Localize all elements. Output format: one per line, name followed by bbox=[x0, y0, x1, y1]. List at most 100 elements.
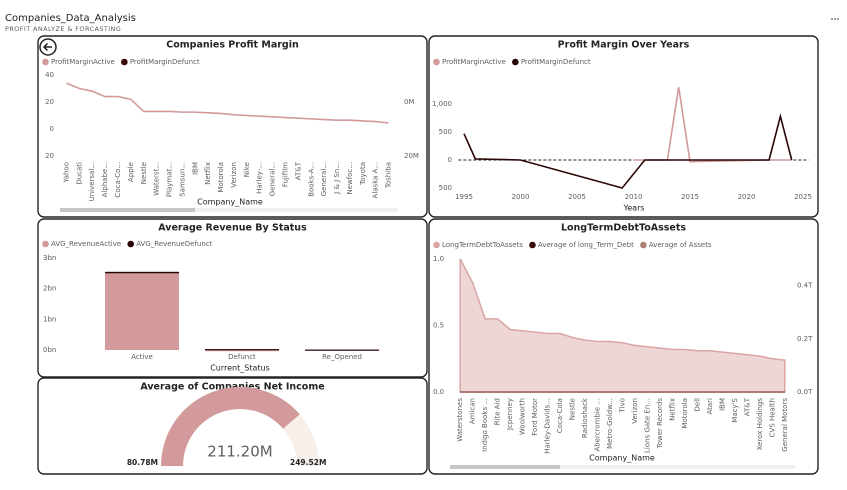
y-tick-label: 2bn bbox=[43, 285, 56, 293]
legend-marker bbox=[42, 58, 49, 66]
x-tick-label: Nestle bbox=[140, 162, 148, 184]
scrollbar-thumb[interactable] bbox=[60, 208, 195, 212]
x-tick-label: Waterstones bbox=[456, 398, 464, 442]
gauge-value: 211.20M bbox=[207, 443, 272, 461]
gauge-fill bbox=[161, 387, 300, 466]
x-tick-label: Playmat... bbox=[166, 162, 174, 197]
chart-title: LongTermDebtToAssets bbox=[561, 223, 686, 234]
x-tick-label: General Motors bbox=[781, 398, 789, 452]
x-tick-label: Defunct bbox=[228, 353, 256, 361]
y-tick-label: 0.0 bbox=[433, 388, 444, 396]
y-tick-label: 1bn bbox=[43, 315, 56, 323]
x-tick-label: Toshiba bbox=[385, 162, 393, 189]
x-tick-label: Ducati bbox=[75, 162, 83, 185]
chart-title: Average Revenue By Status bbox=[158, 223, 307, 234]
x-tick-label: Fujifilm bbox=[281, 162, 289, 187]
x-tick-label: Active bbox=[131, 353, 153, 361]
y2-tick-label: 0.2T bbox=[797, 335, 813, 343]
x-tick-label: Jcpenney bbox=[506, 398, 514, 431]
x-tick-label: CVS Health bbox=[768, 398, 776, 437]
bar bbox=[205, 350, 279, 352]
y-tick-label: 20 bbox=[45, 152, 54, 160]
y2-tick-label: 0M bbox=[404, 98, 415, 106]
x-tick-label: Amican bbox=[469, 398, 477, 424]
x-tick-label: Alaska A... bbox=[372, 162, 380, 198]
x-tick-label: Tivo bbox=[619, 398, 627, 413]
y-tick-label: 3bn bbox=[43, 254, 56, 262]
x-tick-label: 1995 bbox=[455, 193, 473, 201]
legend-marker bbox=[121, 58, 128, 66]
y-tick-label: 1.0 bbox=[433, 255, 444, 263]
x-tick-label: Yahoo bbox=[62, 162, 70, 184]
panel bbox=[428, 218, 819, 475]
x-tick-label: Re_Opened bbox=[322, 353, 362, 361]
x-tick-label: Rite Aid bbox=[494, 398, 502, 425]
x-tick-label: General... bbox=[320, 162, 328, 196]
legend-label: Average of long_Term_Debt bbox=[538, 241, 634, 249]
x-tick-label: Universal... bbox=[88, 162, 96, 201]
more-options[interactable] bbox=[831, 18, 839, 20]
y-tick-label: 1,000 bbox=[432, 100, 452, 108]
legend-label: ProfitMarginActive bbox=[51, 58, 115, 66]
x-tick-label: Alphabe... bbox=[101, 162, 109, 197]
y2-tick-label: 0.4T bbox=[797, 282, 813, 290]
y-tick-label: 500 bbox=[439, 128, 452, 136]
panel bbox=[37, 377, 428, 475]
dot bbox=[831, 18, 833, 20]
x-tick-label: Verizon bbox=[631, 398, 639, 424]
scrollbar-thumb[interactable] bbox=[450, 465, 560, 469]
x-tick-label: Indigo Books ... bbox=[481, 398, 489, 452]
line bbox=[463, 113, 793, 189]
bar bbox=[105, 273, 179, 350]
x-tick-label: Radioshack bbox=[581, 397, 589, 438]
x-tick-label: Dell bbox=[693, 398, 701, 412]
legend-marker bbox=[433, 241, 440, 249]
chart-title: Companies Profit Margin bbox=[166, 40, 299, 51]
legend-marker bbox=[42, 240, 49, 248]
line bbox=[66, 82, 389, 124]
x-tick-label: Coca-Cola bbox=[556, 398, 564, 433]
x-tick-label: J & J Sn... bbox=[333, 162, 341, 195]
dot bbox=[837, 18, 839, 20]
x-tick-label: Books-A... bbox=[307, 162, 315, 197]
panel bbox=[428, 35, 819, 218]
x-tick-label: IBM bbox=[718, 398, 726, 411]
x-tick-label: Tower Records bbox=[656, 398, 664, 450]
x-tick-label: Motorola bbox=[217, 162, 225, 193]
y-tick-label: 40 bbox=[45, 71, 54, 79]
x-tick-label: Xerox Holdings bbox=[756, 398, 764, 451]
gauge-min-label: 80.78M bbox=[127, 458, 158, 467]
report-subtitle: PROFIT ANALYZE & FORCASTING bbox=[5, 25, 121, 33]
x-tick-label: Netflix bbox=[204, 162, 212, 185]
x-tick-label: Atari bbox=[706, 398, 714, 415]
x-tick-label: 2005 bbox=[568, 193, 586, 201]
x-tick-label: General... bbox=[269, 162, 277, 196]
y2-tick-label: 0.0T bbox=[797, 388, 813, 396]
chart-title: Average of Companies Net Income bbox=[140, 382, 324, 393]
y-tick-label: 0bn bbox=[43, 346, 56, 354]
legend-label: AVG_RevenueActive bbox=[51, 240, 121, 248]
x-tick-label: Metro-Goldw... bbox=[606, 398, 614, 449]
x-tick-label: 2020 bbox=[738, 193, 756, 201]
x-tick-label: Woolworth bbox=[519, 398, 527, 435]
x-tick-label: Coca-Co... bbox=[114, 162, 122, 198]
x-tick-label: Nike bbox=[243, 162, 251, 177]
bar bbox=[105, 271, 179, 274]
x-tick-label: AT&T bbox=[743, 397, 751, 416]
x-tick-label: Harley-Davids... bbox=[544, 398, 552, 454]
x-tick-label: Abercrombie ... bbox=[594, 398, 602, 452]
x-tick-label: Waterst... bbox=[153, 162, 161, 196]
legend-label: Average of Assets bbox=[649, 241, 712, 249]
x-tick-label: Lions Gate En... bbox=[643, 398, 651, 453]
y-tick-label: 0 bbox=[50, 125, 54, 133]
x-axis-title: Company_Name bbox=[197, 198, 263, 207]
chart-title: Profit Margin Over Years bbox=[558, 40, 690, 51]
y-tick-label: 500 bbox=[439, 184, 452, 192]
x-axis-title: Company_Name bbox=[589, 454, 655, 463]
x-axis-title: Years bbox=[622, 204, 644, 213]
x-tick-label: 2010 bbox=[625, 193, 643, 201]
legend-label: ProfitMarginDefunct bbox=[521, 58, 591, 66]
scrollbar-track bbox=[450, 465, 795, 469]
